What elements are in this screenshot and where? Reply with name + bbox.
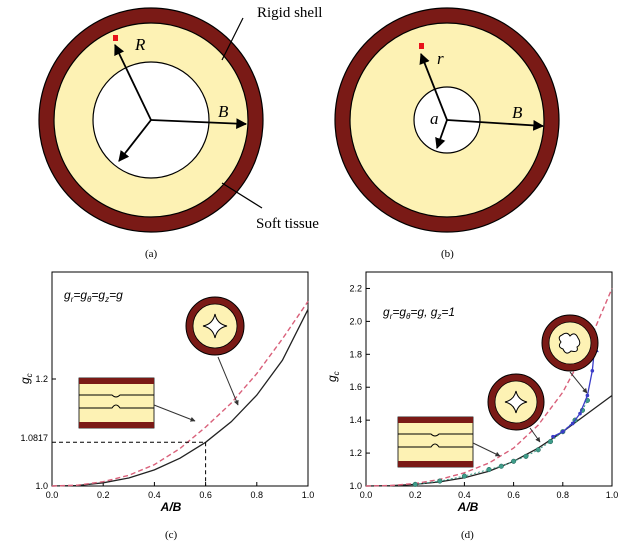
chart-c-x-tick-label: 1.0 (302, 490, 315, 500)
chart-d-x-tick-label: 0.2 (409, 490, 422, 500)
material-point-marker-b (419, 43, 424, 49)
radius-arrow-r (419, 52, 448, 121)
soft-tissue-label: Soft tissue (256, 216, 319, 232)
panel-label-d: (d) (461, 529, 474, 541)
y-axis-label-d: gc (325, 371, 341, 382)
star-crack-icon-d (504, 390, 528, 414)
marked-value-label: 1.0817 (20, 433, 48, 443)
chart-c-solid-curve (51, 309, 309, 487)
label-a: a (430, 109, 439, 128)
annotation-d: gr=gθ=g, gz=1 (383, 305, 455, 321)
radius-arrow-cavity-a (118, 119, 152, 162)
chart-d-blue-curve (552, 346, 596, 438)
chart-c-x-tick-label: 0.8 (251, 490, 264, 500)
wavy-cavity-icon (558, 332, 581, 354)
inset-wavy-ring-d (541, 314, 599, 372)
series-d (365, 288, 613, 487)
chart-c-y-tick-label: 1.0 (35, 481, 48, 491)
inset-pointer-wavy-d (569, 371, 588, 394)
panel-label-b: (b) (441, 248, 454, 260)
chart-d-x-tick-label: 0.0 (360, 490, 373, 500)
chart-d-dashed-curve (365, 288, 613, 487)
inset-pointer-layer-d (472, 442, 501, 457)
chart-c-x-tick-label: 0.4 (148, 490, 161, 500)
chart-c-x-tick-label: 0.0 (46, 490, 59, 500)
inset-pointer-ring-d (529, 427, 541, 443)
plot-frame-d (365, 271, 613, 487)
chart-c-x-tick-label: 0.6 (199, 490, 212, 500)
radius-arrow-a (435, 119, 448, 150)
rigid-shell-leader (221, 17, 244, 61)
chart-d: 0.0 0.2 0.4 0.6 0.8 1.01.01.21.41.61.82.02.2 … (325, 271, 618, 541)
x-axis-label-c: A/B (160, 500, 182, 514)
label-R: R (134, 35, 146, 54)
annotation-c: gr=gθ=gz=g (64, 288, 123, 304)
chart-d-y-tick-label: 1.6 (349, 382, 362, 392)
star-crack-icon (202, 313, 228, 339)
ticks-c: 0.0 0.2 0.4 0.6 0.8 1.0 1.0 1.2 (35, 374, 314, 500)
radius-arrow-B-a (150, 118, 248, 129)
inset-ring-c (185, 296, 245, 356)
label-B-a: B (218, 102, 229, 121)
chart-d-y-tick-label: 1.0 (349, 481, 362, 491)
chart-d-y-tick-label: 2.0 (349, 316, 362, 326)
rigid-shell-label: Rigid shell (257, 5, 322, 21)
chart-c-y-tick-label: 1.2 (35, 374, 48, 384)
series-c (51, 301, 309, 487)
chart-c-dashed-curve (51, 301, 309, 487)
panel-label-c: (c) (165, 529, 178, 541)
chart-d-y-tick-label: 1.2 (349, 448, 362, 458)
chart-d-y-tick-label: 2.2 (349, 283, 362, 293)
chart-d-x-tick-label: 0.4 (458, 490, 471, 500)
radius-arrow-R (114, 44, 152, 121)
inset-layer-d (397, 416, 474, 468)
label-B-b: B (512, 103, 523, 122)
inset-ring-d (487, 373, 545, 431)
chart-d-x-tick-label: 0.8 (557, 490, 570, 500)
inset-pointer-ring-c (217, 356, 239, 406)
panel-a: R B Rigid shell Soft tissue (a) (38, 5, 322, 260)
chart-c-x-tick-label: 0.2 (97, 490, 110, 500)
chart-d-data-point (523, 453, 529, 459)
x-axis-label-d: A/B (457, 500, 479, 514)
chart-d-x-tick-label: 0.6 (507, 490, 520, 500)
panel-label-a: (a) (145, 248, 158, 260)
chart-d-data-point (486, 466, 492, 473)
label-r: r (437, 49, 444, 68)
chart-d-points-trend (415, 400, 588, 485)
panel-b: r a B (b) (334, 7, 560, 260)
y-axis-label-c: gc (18, 373, 34, 384)
radius-arrow-B-b (446, 119, 545, 131)
soft-tissue-leader (221, 182, 263, 209)
inset-pointer-layer-c (153, 404, 196, 422)
inset-layer-c (78, 377, 155, 429)
chart-d-y-tick-label: 1.4 (349, 415, 362, 425)
chart-c: 0.0 0.2 0.4 0.6 0.8 1.0 1.0 1.2 gr=gθ=gz=g gc A… (18, 271, 314, 541)
chart-d-x-tick-label: 1.0 (606, 490, 619, 500)
chart-d-y-tick-label: 1.8 (349, 349, 362, 359)
ticks-d: 0.0 0.2 0.4 0.6 0.8 1.0 1.0 1.2 1.4 1.6 1.8 2.0 2.2 (349, 283, 618, 500)
material-point-marker-a (113, 35, 118, 41)
